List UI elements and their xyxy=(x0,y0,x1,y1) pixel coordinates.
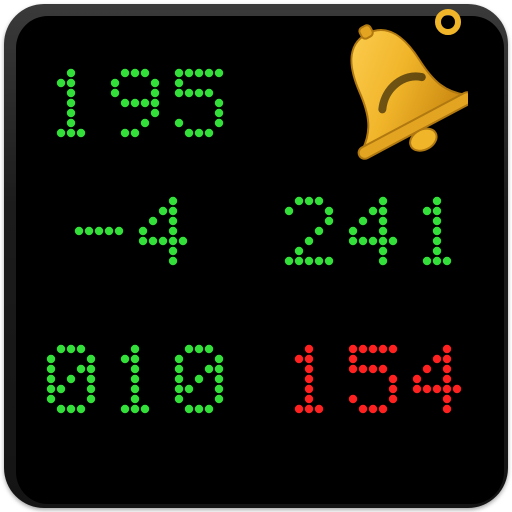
led-digit xyxy=(348,196,398,266)
led-digit xyxy=(46,68,96,138)
readout-bottom-left: 010 xyxy=(46,344,224,414)
readout-mid-left: -4 xyxy=(74,196,188,266)
readout-top-left: 195 xyxy=(46,68,224,138)
led-digit xyxy=(412,344,462,414)
led-digit xyxy=(284,196,334,266)
led-digit xyxy=(284,344,334,414)
led-digit xyxy=(110,344,160,414)
readout-mid-right: 241 xyxy=(284,196,462,266)
led-digit xyxy=(174,344,224,414)
led-digit xyxy=(174,68,224,138)
led-digit xyxy=(46,344,96,414)
led-digit xyxy=(110,68,160,138)
bell-icon xyxy=(312,4,468,172)
led-digit xyxy=(138,196,188,266)
led-digit xyxy=(74,196,124,266)
led-digit xyxy=(348,344,398,414)
led-digit xyxy=(412,196,462,266)
readout-bottom-right: 154 xyxy=(284,344,462,414)
